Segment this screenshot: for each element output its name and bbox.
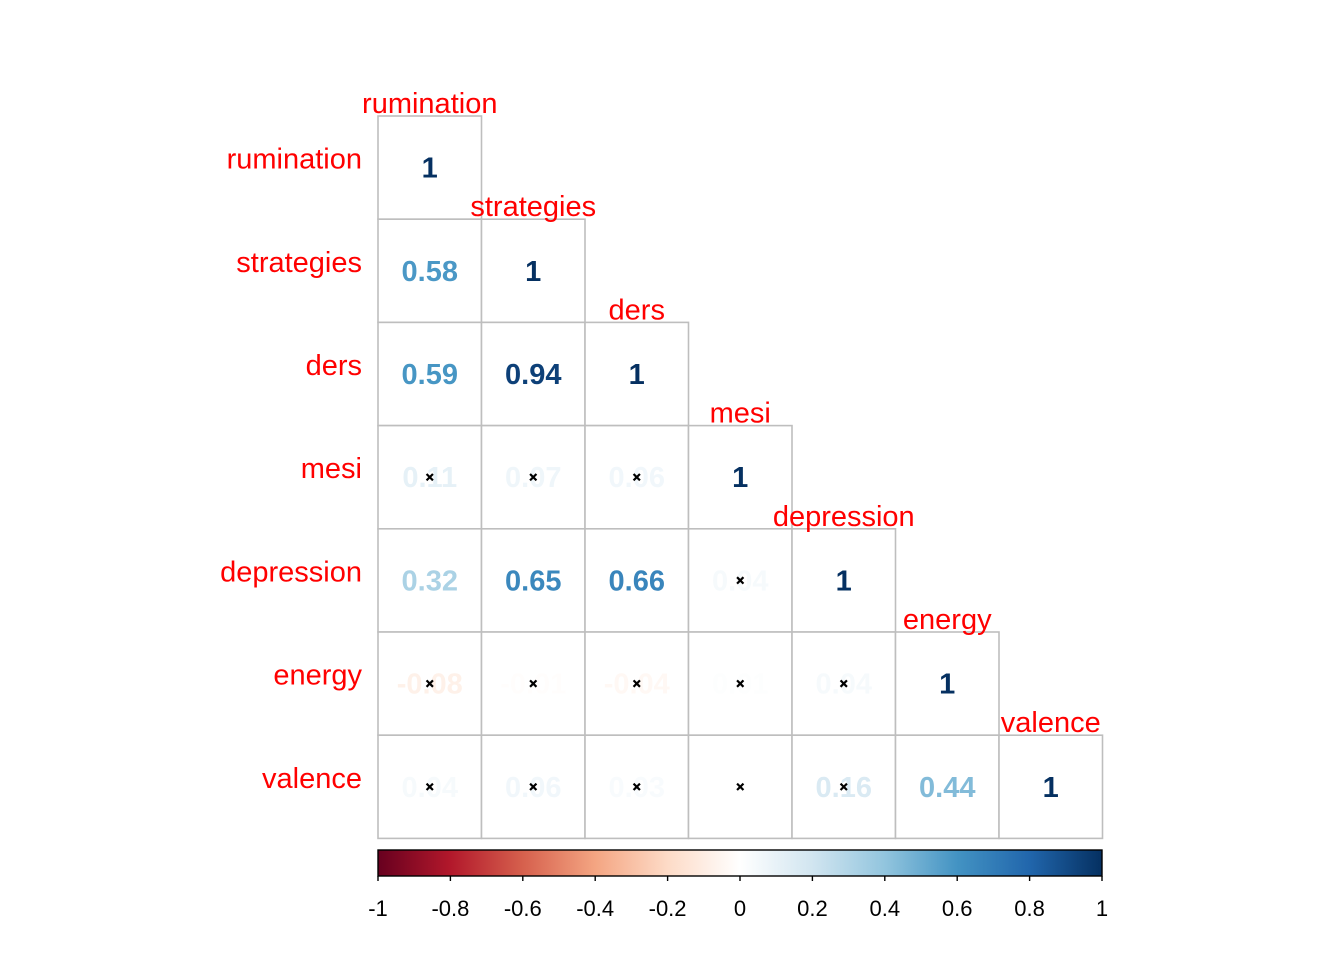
- insignificant-marker-icon: [425, 679, 434, 688]
- row-label-valence: valence: [262, 763, 362, 795]
- colorbar-tick-label: 0.2: [797, 896, 828, 921]
- cell-depression-strategies: [480, 527, 586, 633]
- row-label-ders: ders: [306, 350, 362, 382]
- cell-value: 0.66: [609, 565, 665, 597]
- insignificant-marker-icon: [839, 782, 848, 791]
- cell-value: 0.65: [505, 565, 561, 597]
- column-label-strategies: strategies: [470, 191, 596, 223]
- colorbar: [377, 849, 1103, 877]
- colorbar-tick-label: 0.6: [942, 896, 973, 921]
- cell-rumination-rumination: [377, 115, 483, 220]
- correlation-cells: 10.58 10.59 0.94 10.11 0.07 0.06 10.32 0.65 0.66…: [377, 115, 1104, 840]
- color-legend: -1 -0.8 -0.6 -0.4 -0.2 0 0.2 0.4 0.6 0.8 1: [368, 849, 1108, 921]
- insignificant-marker-icon: [736, 782, 745, 791]
- cell-valence-energy: [894, 734, 1000, 840]
- colorbar-tick-label: -0.2: [649, 896, 687, 921]
- row-label-rumination: rumination: [227, 144, 362, 176]
- cell-value: 1: [939, 669, 955, 701]
- column-labels: rumination strategies ders mesi depression en…: [362, 88, 1101, 739]
- insignificant-marker-icon: [529, 782, 538, 791]
- column-label-mesi: mesi: [710, 398, 771, 430]
- row-label-mesi: mesi: [301, 453, 362, 485]
- cell-depression-ders: [584, 527, 690, 633]
- insignificant-marker-icon: [425, 473, 434, 482]
- colorbar-tick-label: -0.8: [431, 896, 469, 921]
- column-label-valence: valence: [1001, 707, 1101, 739]
- cell-depression-depression: [791, 527, 897, 633]
- column-label-depression: depression: [773, 501, 915, 533]
- insignificant-marker-icon: [632, 473, 641, 482]
- cell-depression-rumination: [377, 527, 483, 633]
- colorbar-tick-label: 0: [734, 896, 746, 921]
- cell-strategies-rumination: [377, 218, 483, 324]
- insignificant-marker-icon: [736, 576, 745, 585]
- insignificant-marker-icon: [632, 782, 641, 791]
- insignificant-marker-icon: [736, 679, 745, 688]
- cell-value: 1: [629, 359, 645, 391]
- cell-energy-energy: [894, 631, 1000, 736]
- colorbar-tick-label: -0.4: [576, 896, 614, 921]
- row-label-strategies: strategies: [236, 247, 362, 279]
- cell-value: 1: [525, 256, 541, 288]
- insignificant-marker-icon: [632, 679, 641, 688]
- row-label-depression: depression: [220, 556, 362, 588]
- cell-value: 1: [732, 462, 748, 494]
- cell-ders-ders: [584, 321, 690, 427]
- cell-value: 0.44: [919, 772, 975, 804]
- colorbar-tick-label: 1: [1096, 896, 1108, 921]
- cell-strategies-strategies: [480, 218, 586, 324]
- insignificant-marker-icon: [529, 679, 538, 688]
- cell-value: 1: [1043, 772, 1059, 804]
- cell-ders-rumination: [377, 321, 483, 427]
- colorbar-tick-label: 0.4: [870, 896, 901, 921]
- cell-value: 0.32: [402, 565, 458, 597]
- cell-value: 1: [836, 565, 852, 597]
- cell-value: 0.58: [402, 256, 458, 288]
- colorbar-tick-label: -1: [368, 896, 388, 921]
- column-label-energy: energy: [903, 604, 992, 636]
- insignificant-marker-icon: [425, 782, 434, 791]
- cell-value: 0.94: [505, 359, 561, 391]
- colorbar-tick-label: -0.6: [504, 896, 542, 921]
- cell-mesi-mesi: [687, 424, 793, 530]
- column-label-ders: ders: [609, 294, 665, 326]
- cell-value: 0.59: [402, 359, 458, 391]
- row-label-energy: energy: [273, 660, 362, 692]
- insignificant-marker-icon: [529, 473, 538, 482]
- colorbar-tick-label: 0.8: [1014, 896, 1045, 921]
- row-labels: rumination strategies ders mesi depression en…: [220, 144, 362, 795]
- cell-value: 1: [422, 153, 438, 185]
- cell-valence-valence: [998, 734, 1104, 840]
- insignificant-marker-icon: [839, 679, 848, 688]
- column-label-rumination: rumination: [362, 88, 497, 120]
